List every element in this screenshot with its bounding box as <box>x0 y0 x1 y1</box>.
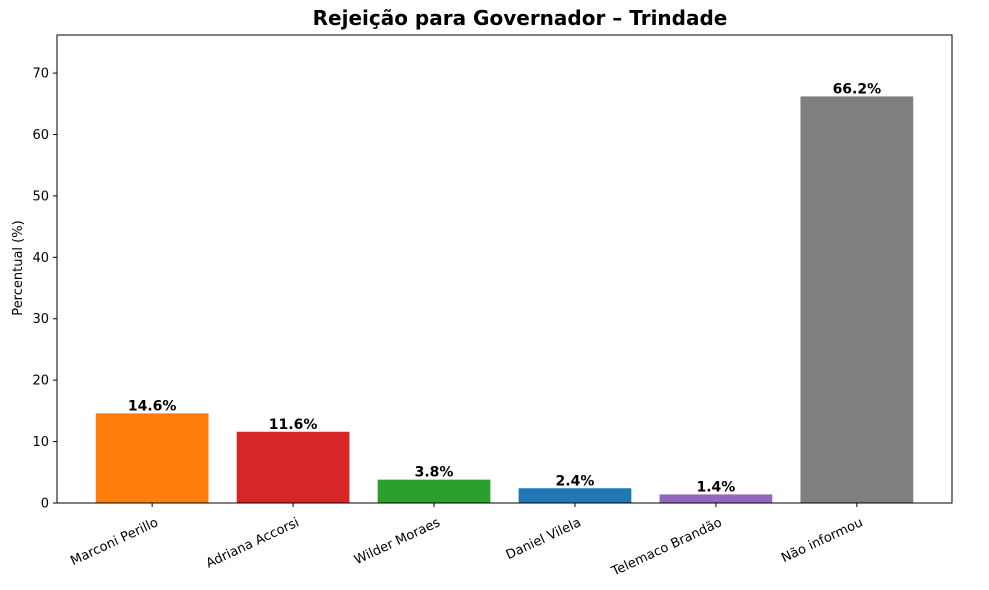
x-tick-label-3: Daniel Vilela <box>504 515 584 563</box>
axes-frame <box>56 34 953 504</box>
plot-area: 14.6% Marconi Perillo 11.6% Adriana Accorsi… <box>32 34 953 580</box>
y-tick-label-6: 60 <box>32 128 49 143</box>
bar-2 <box>377 479 491 503</box>
data-label-0: 14.6% <box>128 398 177 414</box>
y-tick-label-0: 0 <box>41 497 49 512</box>
x-tick-label-2: Wilder Moraes <box>352 515 443 568</box>
bar-0 <box>95 413 209 503</box>
data-label-5: 66.2% <box>833 81 882 97</box>
y-tick-label-5: 50 <box>32 189 49 204</box>
data-label-2: 3.8% <box>415 465 454 481</box>
y-tick-label-2: 20 <box>32 374 49 389</box>
y-tick-label-7: 70 <box>32 67 49 82</box>
x-tick-label-4: Telemaco Brandão <box>609 515 725 580</box>
bar-1 <box>236 431 350 503</box>
y-tick-label-4: 40 <box>32 251 49 266</box>
x-tick-label-5: Não informou <box>779 515 865 566</box>
y-axis-label: Percentual (%) <box>11 220 26 315</box>
y-tick-label-1: 10 <box>32 435 49 450</box>
data-label-1: 11.6% <box>269 417 318 433</box>
x-tick-label-0: Marconi Perillo <box>68 515 160 569</box>
bar-5 <box>800 96 914 504</box>
data-label-4: 1.4% <box>697 479 736 495</box>
x-tick-label-1: Adriana Accorsi <box>204 515 302 571</box>
bar-4 <box>659 494 773 503</box>
chart-title: Rejeição para Governador – Trindade <box>313 6 728 30</box>
y-tick-label-3: 30 <box>32 312 49 327</box>
data-label-3: 2.4% <box>556 473 595 489</box>
bar-3 <box>518 488 632 503</box>
